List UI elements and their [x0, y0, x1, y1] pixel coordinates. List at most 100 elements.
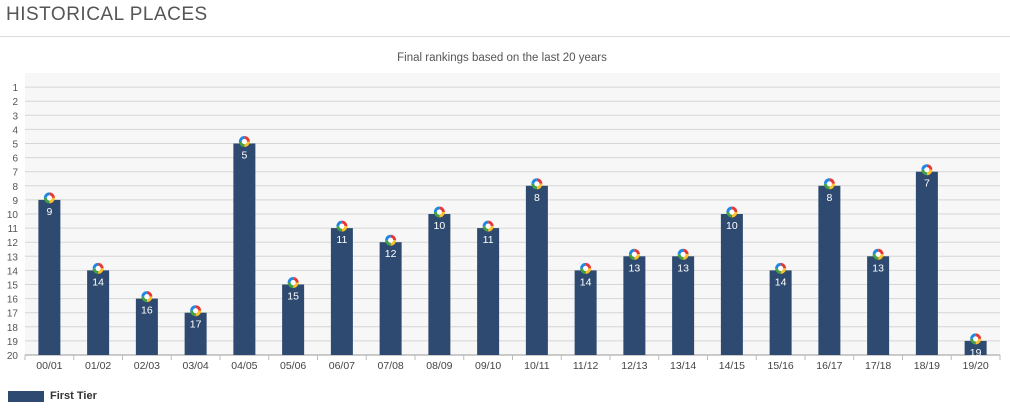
data-label: 11 [483, 234, 494, 246]
data-label: 14 [775, 276, 787, 288]
y-tick-label: 8 [12, 182, 18, 193]
x-tick-label: 16/17 [816, 360, 842, 372]
bar [477, 228, 500, 355]
league-badge-icon [339, 223, 345, 229]
x-tick-label: 13/14 [670, 360, 696, 372]
bar [574, 270, 597, 355]
y-tick-label: 10 [7, 210, 19, 221]
x-tick-label: 02/03 [134, 360, 160, 372]
y-tick-label: 20 [7, 351, 19, 362]
league-badge-icon [46, 195, 52, 201]
y-tick-label: 16 [7, 295, 19, 306]
y-tick-label: 3 [12, 111, 18, 122]
x-tick-label: 01/02 [85, 360, 111, 372]
league-badge-icon [241, 138, 247, 145]
x-tick-label: 00/01 [36, 360, 62, 372]
chart-legend[interactable]: First Tier [8, 390, 97, 402]
league-badge-icon [193, 308, 199, 314]
x-tick-label: 11/12 [573, 360, 599, 372]
x-tick-label: 14/15 [719, 360, 745, 372]
legend-label: First Tier [50, 390, 97, 402]
y-tick-label: 2 [12, 97, 18, 108]
x-tick-label: 09/10 [475, 360, 501, 372]
bar [38, 199, 61, 355]
x-tick-label: 19/20 [962, 360, 988, 372]
y-tick-label: 1 [12, 83, 18, 94]
bar [964, 340, 987, 355]
data-label: 13 [677, 262, 689, 274]
bar [769, 270, 792, 355]
bar [379, 242, 402, 355]
league-badge-icon [875, 251, 881, 257]
bar-chart: 1234567891011121314151617181920900/01140… [6, 83, 1001, 372]
bar [282, 284, 305, 355]
data-label: 9 [46, 206, 52, 218]
bar [87, 270, 110, 355]
league-badge-icon [485, 223, 491, 229]
y-tick-label: 19 [7, 337, 19, 348]
data-label: 13 [872, 262, 884, 274]
league-badge-icon [290, 279, 296, 286]
data-label: 5 [241, 150, 247, 162]
bar [867, 256, 890, 355]
data-label: 15 [287, 291, 299, 303]
league-badge-icon [95, 265, 101, 271]
y-tick-label: 4 [12, 125, 18, 136]
title-divider [0, 36, 1010, 37]
bar [184, 312, 207, 355]
league-badge-icon [388, 237, 394, 243]
y-tick-label: 9 [12, 196, 18, 207]
chart-subtitle: Final rankings based on the last 20 year… [397, 52, 607, 64]
league-badge-icon [778, 265, 784, 271]
x-tick-label: 08/09 [426, 360, 452, 372]
league-badge-icon [436, 209, 442, 215]
y-tick-label: 14 [7, 266, 19, 277]
y-tick-label: 5 [12, 140, 18, 151]
bar [720, 214, 743, 355]
x-tick-label: 06/07 [329, 360, 355, 372]
y-tick-label: 11 [8, 224, 19, 235]
x-tick-label: 07/08 [377, 360, 403, 372]
page-title: HISTORICAL PLACES [6, 4, 208, 25]
data-label: 10 [726, 220, 738, 232]
y-tick-label: 18 [7, 323, 19, 334]
data-label: 14 [92, 276, 104, 288]
bar [818, 185, 841, 355]
data-label: 13 [629, 262, 641, 274]
x-tick-label: 15/16 [767, 360, 793, 372]
data-label: 10 [434, 220, 446, 232]
data-label: 7 [924, 178, 930, 190]
data-label: 11 [336, 234, 347, 246]
data-label: 14 [580, 276, 592, 288]
data-label: 8 [534, 192, 540, 204]
x-tick-label: 04/05 [231, 360, 257, 372]
data-label: 17 [190, 319, 202, 331]
bar [525, 185, 548, 355]
bar [330, 228, 353, 355]
league-badge-icon [924, 167, 930, 173]
x-tick-label: 12/13 [621, 360, 647, 372]
league-badge-icon [680, 251, 686, 257]
x-tick-label: 05/06 [280, 360, 306, 372]
x-tick-label: 17/18 [865, 360, 891, 372]
league-badge-icon [583, 265, 589, 271]
bar [623, 256, 646, 355]
bar [915, 171, 938, 355]
x-tick-label: 03/04 [182, 360, 208, 372]
league-badge-icon [973, 336, 979, 342]
x-tick-label: 10/11 [524, 360, 550, 372]
bar [428, 214, 451, 355]
y-tick-label: 17 [7, 309, 19, 320]
data-label: 19 [970, 347, 982, 359]
bar [233, 143, 256, 355]
league-badge-icon [534, 181, 540, 187]
y-tick-label: 13 [7, 252, 19, 263]
legend-swatch [8, 390, 44, 402]
league-badge-icon [631, 251, 637, 257]
league-badge-icon [826, 181, 832, 187]
x-tick-label: 18/19 [914, 360, 940, 372]
data-label: 16 [141, 305, 153, 317]
y-tick-label: 12 [7, 238, 19, 249]
y-tick-label: 7 [12, 168, 18, 179]
y-tick-label: 6 [12, 154, 18, 165]
